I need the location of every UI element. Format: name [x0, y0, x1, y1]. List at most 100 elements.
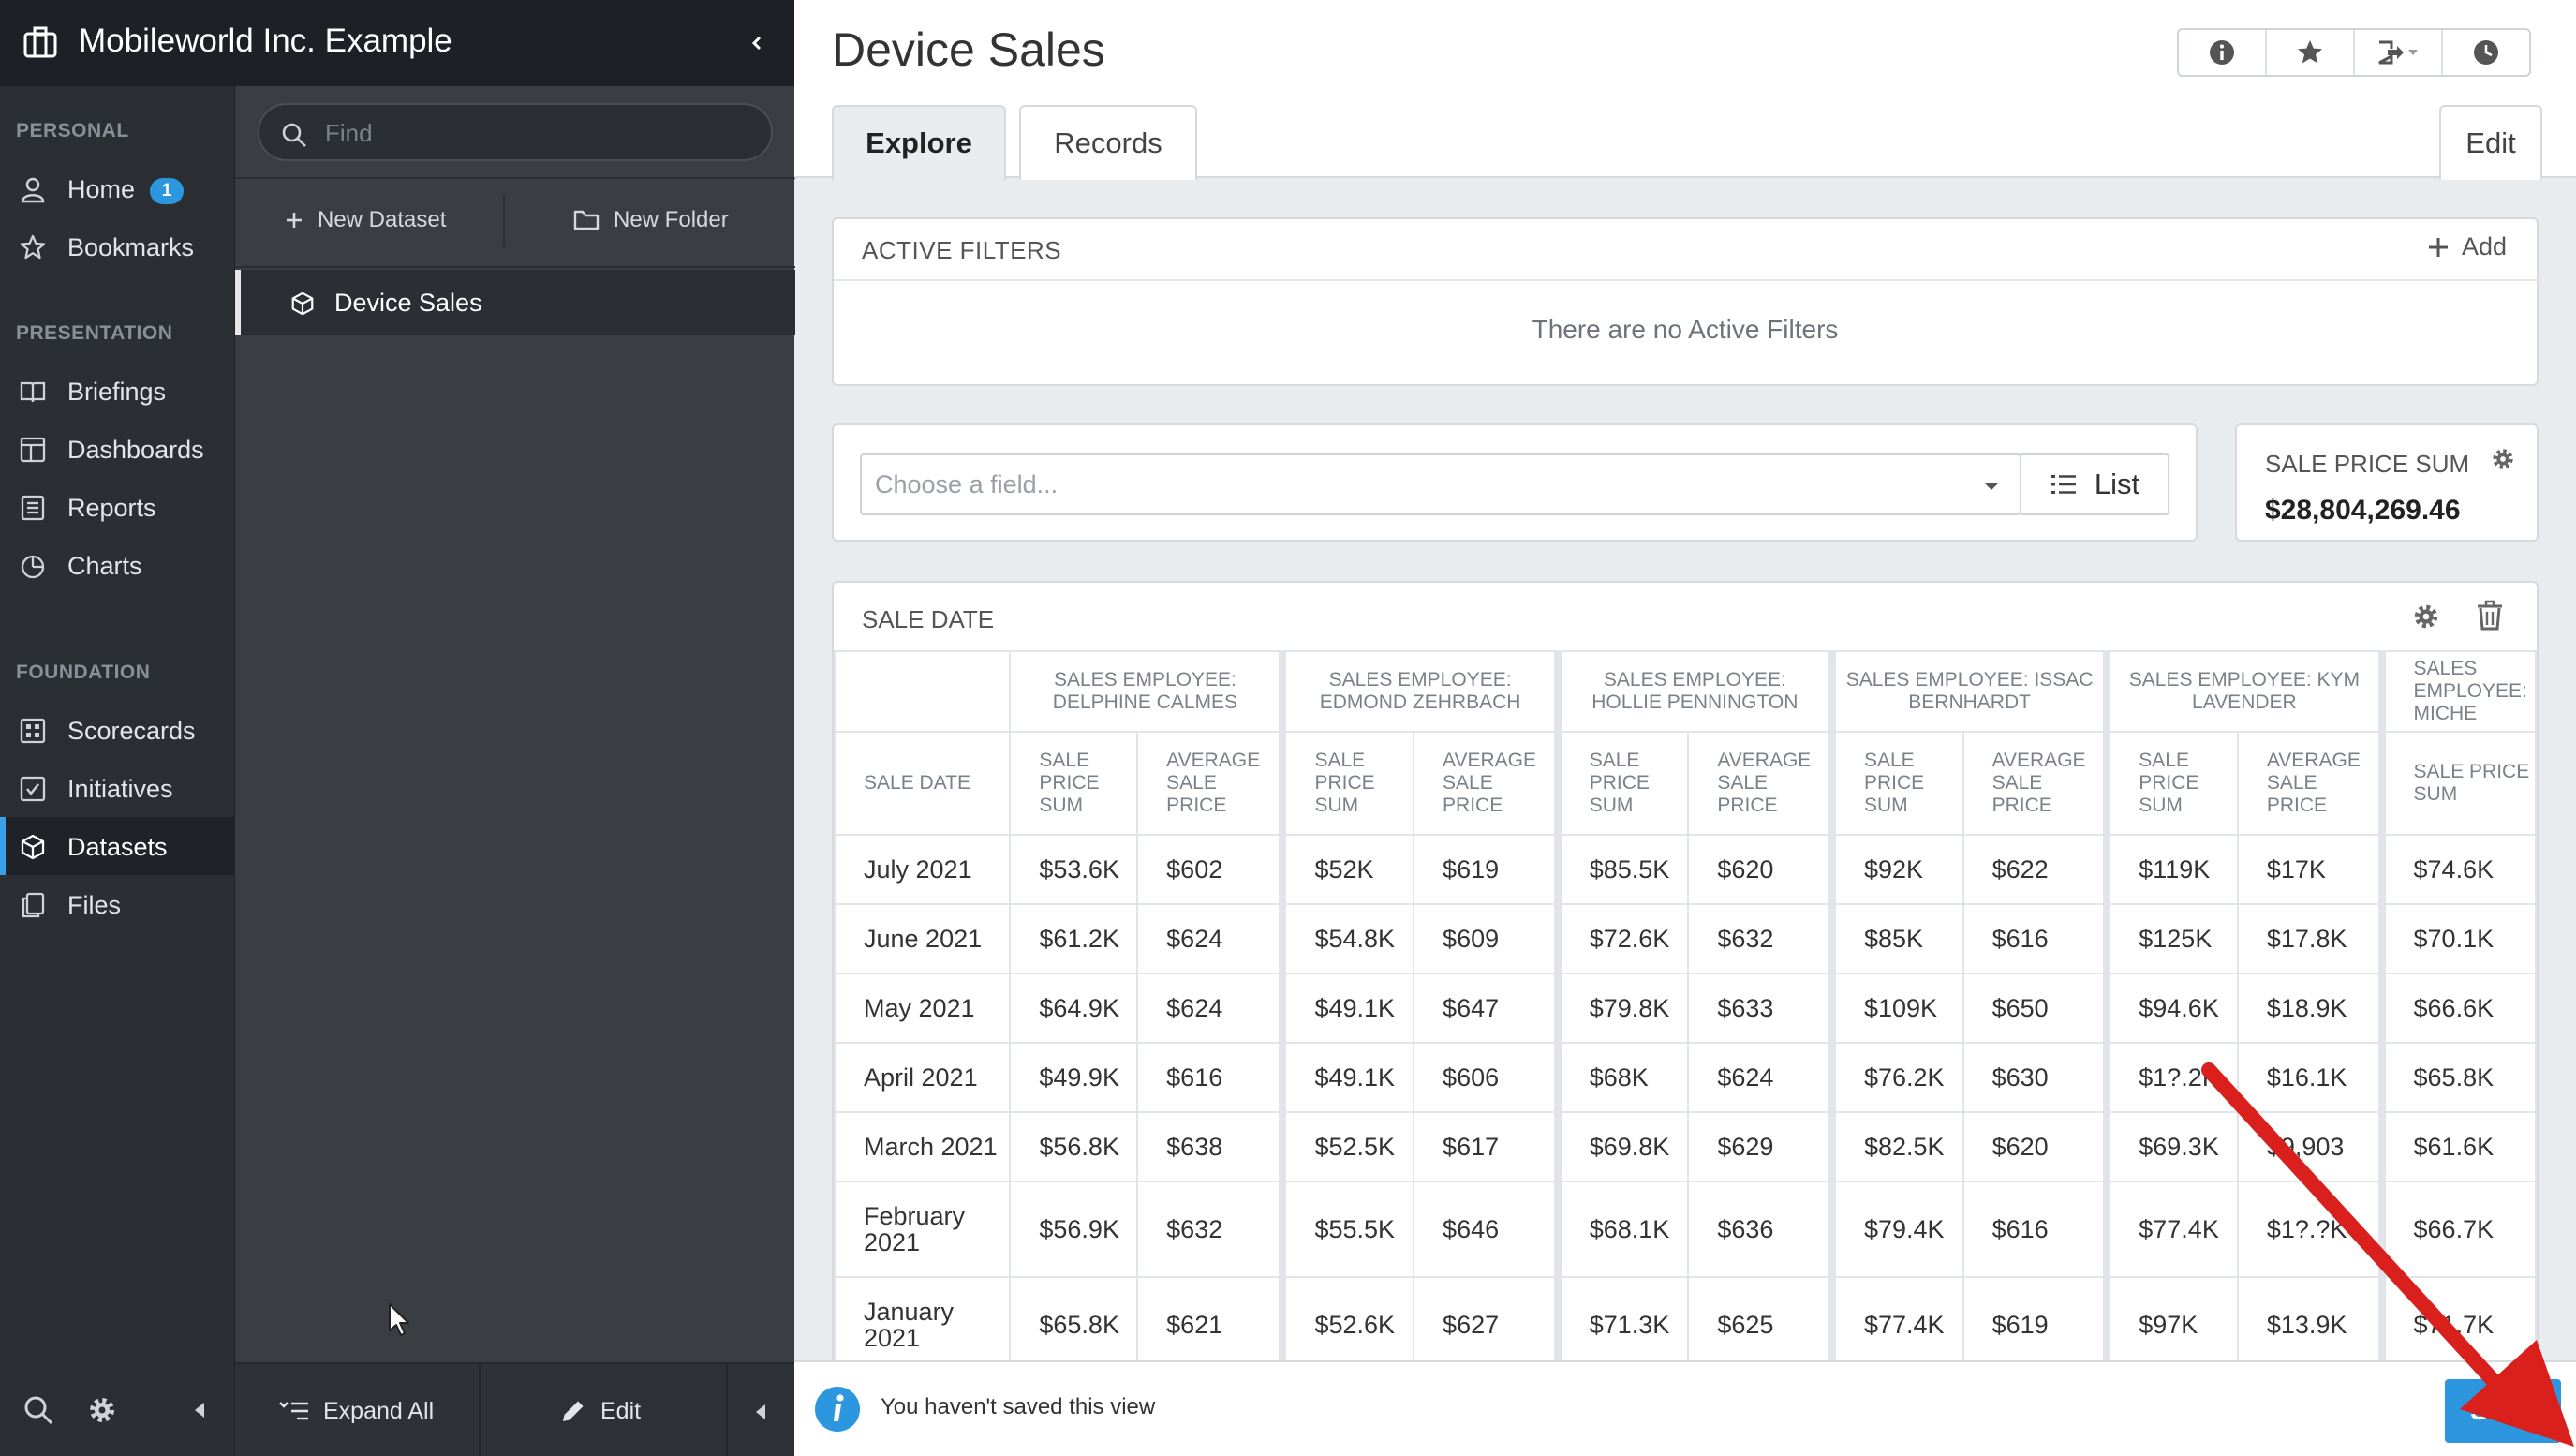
table-row[interactable]: July 2021 $53.6K $602 $52K $619 $85.5K $620 $92…: [834, 834, 2537, 905]
average-cell[interactable]: $620: [1962, 1111, 2109, 1182]
sidebar-item-initiatives[interactable]: Initiatives: [0, 759, 234, 817]
average-cell[interactable]: $625: [1687, 1276, 1833, 1374]
sum-cell[interactable]: $74.6K: [2377, 834, 2537, 905]
choose-field-select[interactable]: Choose a field...: [860, 453, 2021, 515]
collapse-left-icon[interactable]: [187, 1398, 212, 1422]
column-header-employee[interactable]: SALES EMPLOYEE: DELPHINE CALMES: [1009, 650, 1284, 733]
row-header-sale-date[interactable]: SALE DATE: [834, 731, 1012, 836]
column-header-employee[interactable]: SALES EMPLOYEE: HOLLIE PENNINGTON: [1553, 650, 1833, 733]
average-cell[interactable]: $621: [1136, 1276, 1284, 1374]
sum-cell[interactable]: $61.6K: [2377, 1111, 2537, 1182]
row-date-cell[interactable]: March 2021: [834, 1111, 1012, 1182]
sum-cell[interactable]: $70.1K: [2377, 903, 2537, 974]
column-header-average[interactable]: AVERAGE SALE PRICE: [2236, 731, 2383, 836]
column-header-average[interactable]: AVERAGE SALE PRICE: [1962, 731, 2109, 836]
average-cell[interactable]: $620: [1687, 834, 1833, 905]
average-cell[interactable]: $609: [1413, 903, 1559, 974]
sum-cell[interactable]: $125K: [2103, 903, 2239, 974]
sidebar-item-datasets[interactable]: Datasets: [0, 817, 234, 875]
row-date-cell[interactable]: January 2021: [834, 1276, 1012, 1374]
save-button[interactable]: Save: [2445, 1379, 2561, 1443]
table-row[interactable]: March 2021 $56.8K $638 $52.5K $617 $69.8K $629…: [834, 1111, 2537, 1182]
expand-all-button[interactable]: Expand All: [278, 1364, 434, 1456]
sidebar-item-briefings[interactable]: Briefings: [0, 362, 234, 420]
add-filter-button[interactable]: Add: [2426, 232, 2507, 261]
average-cell[interactable]: $646: [1413, 1181, 1559, 1278]
average-cell[interactable]: $629: [1687, 1111, 1833, 1182]
sum-cell[interactable]: $79.8K: [1553, 973, 1690, 1044]
average-cell[interactable]: $650: [1962, 973, 2109, 1044]
sum-cell[interactable]: $66.7K: [2377, 1181, 2537, 1278]
sum-cell[interactable]: $61.2K: [1009, 903, 1139, 974]
sidebar-item-scorecards[interactable]: Scorecards: [0, 701, 234, 759]
average-cell[interactable]: $624: [1136, 903, 1284, 974]
column-header-sum[interactable]: SALE PRICE SUM: [1009, 731, 1139, 836]
new-dataset-button[interactable]: New Dataset: [284, 197, 446, 244]
column-header-sum[interactable]: SALE PRICE SUM: [1828, 731, 1964, 836]
sum-cell[interactable]: $54.8K: [1279, 903, 1415, 974]
row-date-cell[interactable]: April 2021: [834, 1042, 1012, 1113]
average-cell[interactable]: $624: [1136, 973, 1284, 1044]
chevron-left-icon[interactable]: [740, 26, 774, 60]
column-header-employee[interactable]: SALES EMPLOYEE: ISSAC BERNHARDT: [1828, 650, 2109, 733]
average-cell[interactable]: $616: [1962, 1181, 2109, 1278]
average-cell[interactable]: $630: [1962, 1042, 2109, 1113]
average-cell[interactable]: $617: [1413, 1111, 1559, 1182]
sum-cell[interactable]: $49.9K: [1009, 1042, 1139, 1113]
row-date-cell[interactable]: July 2021: [834, 834, 1012, 905]
info-button[interactable]: [2179, 30, 2267, 75]
sum-cell[interactable]: $76.2K: [1828, 1042, 1964, 1113]
share-dropdown-button[interactable]: [2355, 30, 2443, 75]
sum-cell[interactable]: $82.5K: [1828, 1111, 1964, 1182]
sidebar-item-reports[interactable]: Reports: [0, 478, 234, 536]
column-header-average[interactable]: AVERAGE SALE PRICE: [1687, 731, 1833, 836]
collapse-left-icon[interactable]: [748, 1400, 773, 1424]
sum-cell[interactable]: $65.8K: [2377, 1042, 2537, 1113]
gear-icon[interactable]: [2411, 602, 2441, 631]
sum-cell[interactable]: $69.8K: [1553, 1111, 1690, 1182]
average-cell[interactable]: $13.9K: [2236, 1276, 2383, 1374]
table-row[interactable]: May 2021 $64.9K $624 $49.1K $647 $79.8K $633 $1…: [834, 973, 2537, 1044]
average-cell[interactable]: $616: [1962, 903, 2109, 974]
average-cell[interactable]: $633: [1687, 973, 1833, 1044]
sum-cell[interactable]: $68.1K: [1553, 1181, 1690, 1278]
sum-cell[interactable]: $49.1K: [1279, 973, 1415, 1044]
new-folder-button[interactable]: New Folder: [572, 197, 729, 244]
sidebar-item-home[interactable]: Home 1: [0, 159, 234, 217]
bookmark-button[interactable]: [2267, 30, 2355, 75]
sum-cell[interactable]: $94.6K: [2103, 973, 2239, 1044]
find-input[interactable]: [325, 116, 756, 150]
sum-cell[interactable]: $1?.2K: [2103, 1042, 2239, 1113]
edit-tree-button[interactable]: Edit: [559, 1364, 641, 1456]
column-header-employee[interactable]: SALES EMPLOYEE: KYM LAVENDER: [2103, 650, 2383, 733]
sum-cell[interactable]: $66.6K: [2377, 973, 2537, 1044]
table-row[interactable]: June 2021 $61.2K $624 $54.8K $609 $72.6K $632 $…: [834, 903, 2537, 974]
sum-cell[interactable]: $71.7K: [2377, 1276, 2537, 1374]
table-row[interactable]: January 2021 $65.8K $621 $52.6K $627 $71.3K $6…: [834, 1276, 2537, 1374]
gear-icon[interactable]: [86, 1394, 118, 1426]
column-header-sum[interactable]: SALE PRICE SUM: [1279, 731, 1415, 836]
sum-cell[interactable]: $52.6K: [1279, 1276, 1415, 1374]
column-header-sum[interactable]: SALE PRICE SUM: [2377, 731, 2537, 836]
sum-cell[interactable]: $69.3K: [2103, 1111, 2239, 1182]
average-cell[interactable]: $619: [1962, 1276, 2109, 1374]
average-cell[interactable]: $619: [1413, 834, 1559, 905]
sum-cell[interactable]: $71.3K: [1553, 1276, 1690, 1374]
tab-records[interactable]: Records: [1019, 105, 1197, 180]
sum-cell[interactable]: $65.8K: [1009, 1276, 1139, 1374]
column-header-employee[interactable]: SALES EMPLOYEE: MICHE: [2377, 650, 2537, 733]
average-cell[interactable]: $627: [1413, 1276, 1559, 1374]
average-cell[interactable]: $622: [1962, 834, 2109, 905]
column-header-sum[interactable]: SALE PRICE SUM: [2103, 731, 2239, 836]
sum-cell[interactable]: $52.5K: [1279, 1111, 1415, 1182]
sidebar-item-bookmarks[interactable]: Bookmarks: [0, 217, 234, 275]
average-cell[interactable]: $624: [1687, 1042, 1833, 1113]
row-date-cell[interactable]: May 2021: [834, 973, 1012, 1044]
trash-icon[interactable]: [2475, 600, 2505, 631]
sidebar-item-files[interactable]: Files: [0, 875, 234, 933]
sum-cell[interactable]: $79.4K: [1828, 1181, 1964, 1278]
row-date-cell[interactable]: June 2021: [834, 903, 1012, 974]
average-cell[interactable]: $636: [1687, 1181, 1833, 1278]
sum-cell[interactable]: $49.1K: [1279, 1042, 1415, 1113]
sum-cell[interactable]: $52K: [1279, 834, 1415, 905]
